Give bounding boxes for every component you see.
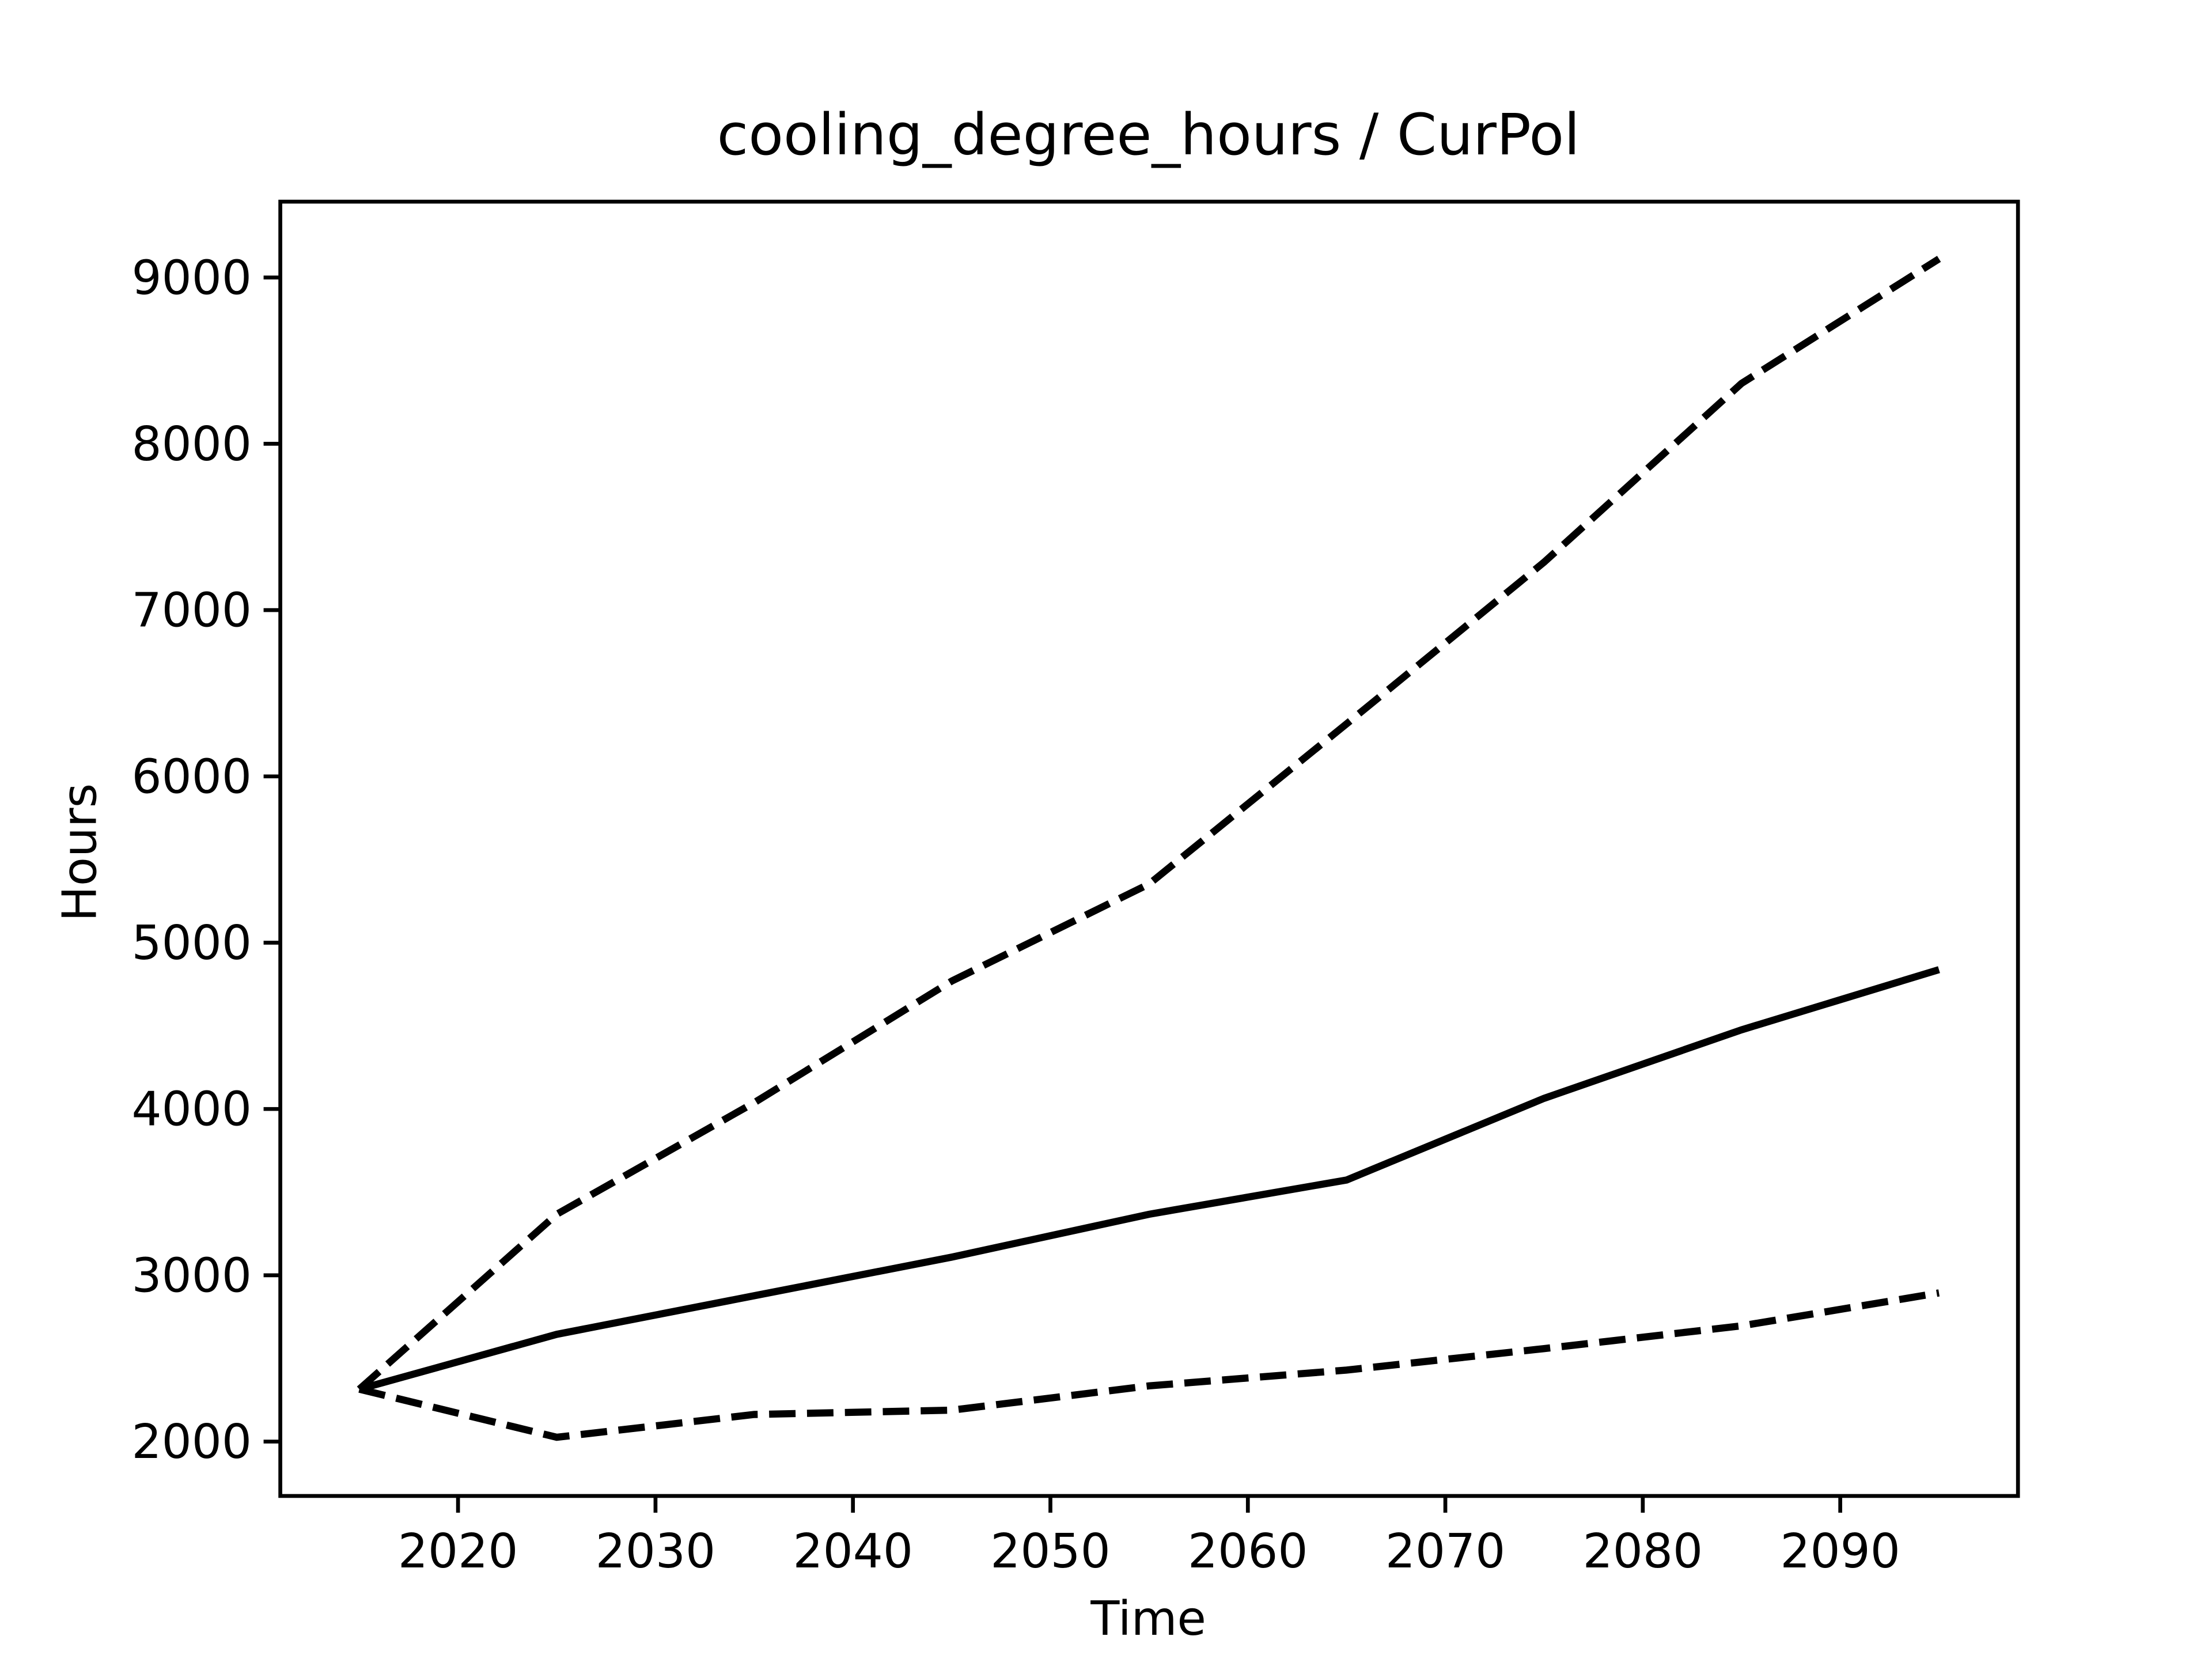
plot-frame	[278, 199, 2020, 1498]
y-axis-label: Hours	[52, 783, 107, 922]
x-tick-label: 2020	[398, 1524, 518, 1579]
x-tick-label: 2030	[596, 1524, 716, 1579]
chart-title: cooling_degree_hours / CurPol	[717, 102, 1580, 168]
x-tick-label: 2070	[1385, 1524, 1506, 1579]
y-tick-label: 5000	[131, 916, 252, 971]
line-series	[358, 1289, 1940, 1441]
y-tick-label: 8000	[131, 417, 252, 472]
x-tick-label: 2050	[990, 1524, 1111, 1579]
x-tick-label: 2040	[793, 1524, 913, 1579]
y-tick-label: 2000	[131, 1415, 252, 1469]
x-tick-label: 2060	[1188, 1524, 1308, 1579]
x-tick-label: 2080	[1583, 1524, 1703, 1579]
y-tick-label: 3000	[131, 1248, 252, 1303]
y-tick-label: 7000	[131, 584, 252, 638]
y-tick-label: 4000	[131, 1082, 252, 1137]
x-tick-label: 2090	[1780, 1524, 1900, 1579]
line-series	[358, 966, 1940, 1393]
y-tick-label: 6000	[131, 749, 252, 804]
x-axis-label: Time	[1090, 1592, 1206, 1646]
y-tick-label: 9000	[131, 251, 252, 305]
